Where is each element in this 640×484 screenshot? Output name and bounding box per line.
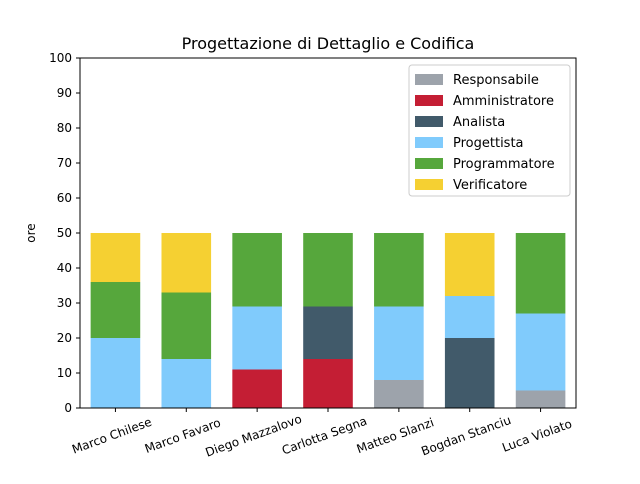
bar-segment-verificatore-0 xyxy=(90,233,141,282)
y-axis-label: ore xyxy=(24,223,38,242)
bar-segment-verificatore-1 xyxy=(161,233,212,293)
legend-swatch xyxy=(415,179,443,190)
bar-segment-amministratore-2 xyxy=(232,369,282,408)
legend-label: Analista xyxy=(453,115,505,130)
y-tick-label: 20 xyxy=(57,331,72,345)
x-tick-label: Bogdan Stanciu xyxy=(419,413,513,458)
bar-segment-progettista-0 xyxy=(90,338,141,408)
bar-segment-progettista-1 xyxy=(161,359,212,408)
legend-label: Amministratore xyxy=(453,94,554,109)
legend-swatch xyxy=(415,74,443,85)
y-tick-label: 60 xyxy=(57,191,72,205)
y-tick-label: 40 xyxy=(57,261,72,275)
legend-label: Programmatore xyxy=(453,157,555,172)
legend-swatch xyxy=(415,158,443,169)
y-tick-label: 30 xyxy=(57,296,72,310)
bar-segment-progettista-2 xyxy=(232,306,282,370)
bar-segment-programmatore-0 xyxy=(90,282,141,338)
bar-segment-programmatore-2 xyxy=(232,233,282,307)
y-tick-label: 100 xyxy=(49,51,72,65)
bar-segment-programmatore-3 xyxy=(303,233,353,307)
bar-segment-progettista-5 xyxy=(444,296,495,338)
bar-segment-progettista-6 xyxy=(515,313,566,391)
bars-group xyxy=(90,233,566,408)
bar-segment-responsabile-4 xyxy=(374,380,424,408)
bar-segment-analista-3 xyxy=(303,306,353,359)
bar-segment-programmatore-4 xyxy=(374,233,424,307)
y-tick-label: 0 xyxy=(64,401,72,415)
legend-swatch xyxy=(415,95,443,106)
bar-segment-programmatore-6 xyxy=(515,233,566,314)
legend: Responsabile Amministratore Analista Proget… xyxy=(408,64,571,197)
bar-segment-programmatore-1 xyxy=(161,292,212,359)
bar-segment-analista-5 xyxy=(444,338,495,408)
y-tick-label: 80 xyxy=(57,121,72,135)
legend-label: Responsabile xyxy=(453,73,539,88)
legend-box xyxy=(408,64,571,197)
legend-label: Progettista xyxy=(453,136,524,151)
bar-segment-progettista-4 xyxy=(374,306,424,380)
bar-segment-verificatore-5 xyxy=(444,233,495,296)
bar-segment-amministratore-3 xyxy=(303,359,353,408)
x-tick-label: Marco Chilese xyxy=(70,415,154,457)
legend-swatch xyxy=(415,137,443,148)
y-tick-label: 10 xyxy=(57,366,72,380)
y-tick-label: 50 xyxy=(57,226,72,240)
y-tick-label: 90 xyxy=(57,86,72,100)
legend-label: Verificatore xyxy=(453,178,527,193)
y-tick-label: 70 xyxy=(57,156,72,170)
bar-segment-responsabile-6 xyxy=(515,390,566,408)
legend-swatch xyxy=(415,116,443,127)
chart-title: Progettazione di Dettaglio e Codifica xyxy=(182,34,475,53)
